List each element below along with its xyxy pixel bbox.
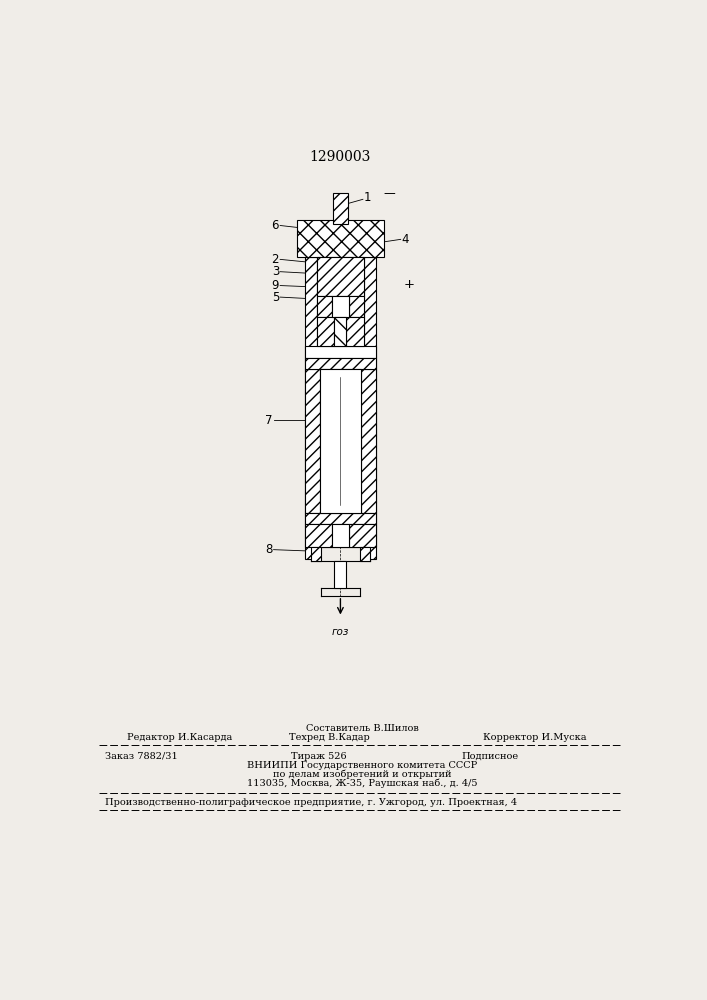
- Polygon shape: [297, 220, 385, 257]
- Text: Производственно-полиграфическое предприятие, г. Ужгород, ул. Проектная, 4: Производственно-полиграфическое предприя…: [105, 798, 517, 807]
- Polygon shape: [305, 346, 376, 358]
- Text: —: —: [383, 187, 395, 200]
- Polygon shape: [349, 296, 364, 317]
- Text: 5: 5: [271, 291, 279, 304]
- Text: 6: 6: [271, 219, 279, 232]
- Text: 113035, Москва, Ж-35, Раушская наб., д. 4/5: 113035, Москва, Ж-35, Раушская наб., д. …: [247, 779, 478, 788]
- Polygon shape: [317, 317, 334, 346]
- Polygon shape: [332, 296, 349, 317]
- Polygon shape: [305, 524, 332, 547]
- Text: Корректор И.Муска: Корректор И.Муска: [483, 733, 586, 742]
- Polygon shape: [311, 547, 321, 561]
- Polygon shape: [305, 369, 320, 513]
- Polygon shape: [334, 317, 346, 346]
- Text: гоз: гоз: [332, 627, 349, 637]
- Polygon shape: [360, 547, 370, 561]
- Text: 7: 7: [265, 414, 272, 427]
- Text: 1: 1: [364, 191, 371, 204]
- Text: Подписное: Подписное: [461, 752, 518, 761]
- Polygon shape: [349, 524, 376, 547]
- Polygon shape: [346, 317, 364, 346]
- Text: 9: 9: [271, 279, 279, 292]
- Polygon shape: [361, 369, 376, 513]
- Text: Заказ 7882/31: Заказ 7882/31: [105, 752, 177, 761]
- Text: Тираж 526: Тираж 526: [291, 752, 346, 761]
- Text: 3: 3: [271, 265, 279, 278]
- Polygon shape: [332, 524, 349, 547]
- Text: Редактор И.Касарда: Редактор И.Касарда: [127, 733, 232, 742]
- Polygon shape: [317, 296, 332, 317]
- Text: по делам изобретений и открытий: по делам изобретений и открытий: [273, 770, 452, 779]
- Polygon shape: [317, 257, 364, 296]
- Polygon shape: [320, 369, 361, 513]
- Text: Составитель В.Шилов: Составитель В.Шилов: [306, 724, 419, 733]
- Polygon shape: [334, 561, 346, 588]
- Text: ВНИИПИ Государственного комитета СССР: ВНИИПИ Государственного комитета СССР: [247, 761, 477, 770]
- Polygon shape: [305, 257, 317, 559]
- Text: Техред В.Кадар: Техред В.Кадар: [289, 733, 370, 742]
- Polygon shape: [305, 513, 376, 524]
- Text: 1290003: 1290003: [310, 150, 371, 164]
- Text: 8: 8: [265, 543, 272, 556]
- Polygon shape: [305, 358, 376, 369]
- Text: 4: 4: [402, 233, 409, 246]
- Text: 2: 2: [271, 253, 279, 266]
- Text: +: +: [404, 278, 414, 291]
- Polygon shape: [364, 257, 376, 559]
- Polygon shape: [333, 193, 348, 224]
